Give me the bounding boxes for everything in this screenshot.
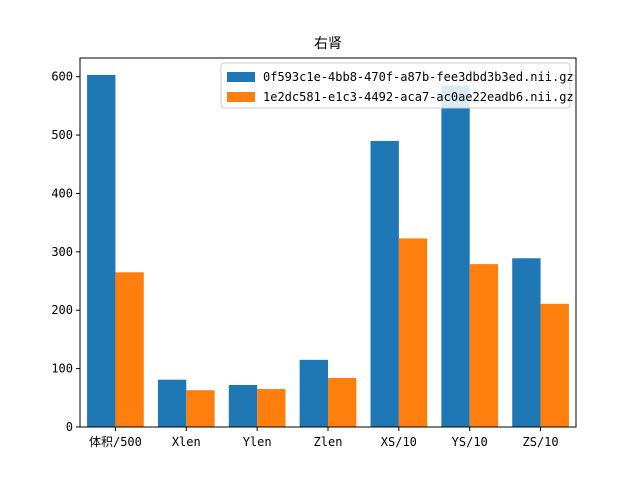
y-tick-label: 500 xyxy=(51,128,73,142)
x-tick-label: YS/10 xyxy=(452,435,488,449)
bar-Ylen-series-2 xyxy=(257,389,286,427)
bar-ZS/10-series-2 xyxy=(540,303,569,427)
legend-box xyxy=(220,62,571,109)
bar-Zlen-series-1 xyxy=(299,359,328,427)
bar-Zlen-series-2 xyxy=(328,377,357,427)
legend-label-series-1: 0f593c1e-4bb8-470f-a87b-fee3dbd3b3ed.nii… xyxy=(263,70,574,84)
x-tick-label: Xlen xyxy=(172,435,201,449)
bar-体积/500-series-1 xyxy=(87,74,116,428)
y-tick-label: 300 xyxy=(51,245,73,259)
y-tick-label: 600 xyxy=(51,70,73,84)
bars-group xyxy=(87,74,569,428)
bar-YS/10-series-1 xyxy=(441,85,470,427)
x-tick-label: ZS/10 xyxy=(523,435,559,449)
y-tick-label: 400 xyxy=(51,186,73,200)
bar-Xlen-series-2 xyxy=(186,390,215,427)
bar-Xlen-series-1 xyxy=(157,379,187,427)
y-tick-label: 100 xyxy=(51,362,73,376)
bar-体积/500-series-2 xyxy=(115,272,144,427)
x-tick-label: Ylen xyxy=(243,435,272,449)
bar-Ylen-series-1 xyxy=(228,384,258,427)
bar-XS/10-series-1 xyxy=(370,140,399,427)
bar-ZS/10-series-1 xyxy=(512,258,541,427)
legend-swatch-series-1 xyxy=(227,72,255,82)
legend-swatch-series-2 xyxy=(227,92,255,102)
x-tick-label: XS/10 xyxy=(381,435,417,449)
bar-YS/10-series-2 xyxy=(469,264,499,427)
chart-title: 右肾 xyxy=(314,36,342,52)
y-tick-label: 0 xyxy=(66,420,73,434)
legend: 0f593c1e-4bb8-470f-a87b-fee3dbd3b3ed.nii… xyxy=(220,62,574,109)
bar-XS/10-series-2 xyxy=(398,238,428,427)
legend-label-series-2: 1e2dc581-e1c3-4492-aca7-ac0ae22eadb6.nii… xyxy=(263,90,574,104)
y-tick-label: 200 xyxy=(51,303,73,317)
x-tick-label: Zlen xyxy=(314,435,343,449)
axes-group: 0 100 200 300 400 500 600 体积/500 Xlen Ylen Zlen XS/… xyxy=(51,57,577,449)
x-tick-label: 体积/500 xyxy=(89,435,142,449)
